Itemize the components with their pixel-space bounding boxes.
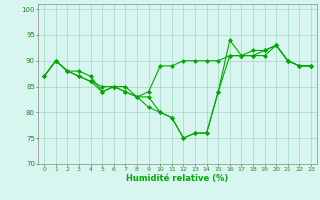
X-axis label: Humidité relative (%): Humidité relative (%)	[126, 174, 229, 183]
